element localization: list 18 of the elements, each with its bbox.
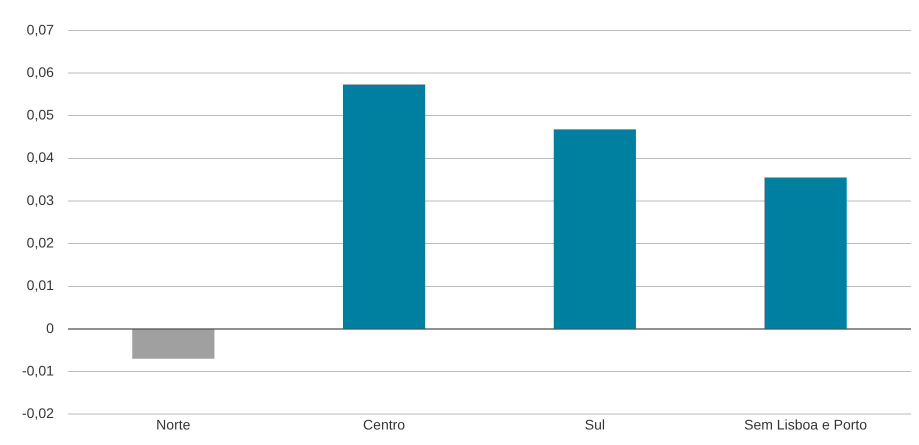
y-tick-label: 0,07	[26, 21, 54, 38]
y-tick-label: 0,05	[26, 106, 54, 123]
y-tick-label: -0,01	[22, 362, 54, 378]
x-tick-label: Sul	[584, 416, 605, 432]
y-tick-label: 0,04	[26, 149, 54, 166]
bar	[342, 84, 426, 328]
y-tick-label: 0,02	[26, 234, 54, 250]
y-tick-label: 0,03	[26, 192, 54, 208]
x-tick-label: Centro	[363, 416, 406, 432]
y-tick-label: -0,02	[22, 405, 54, 422]
y-tick-label: 0,06	[26, 64, 54, 80]
y-tick-label: 0,01	[26, 277, 54, 294]
x-tick-label: Sem Lisboa e Porto	[744, 416, 868, 432]
bar	[554, 129, 636, 328]
bar	[764, 178, 847, 328]
bar	[132, 329, 214, 359]
y-tick-label: 0	[46, 320, 54, 336]
x-tick-label: Norte	[156, 416, 191, 432]
